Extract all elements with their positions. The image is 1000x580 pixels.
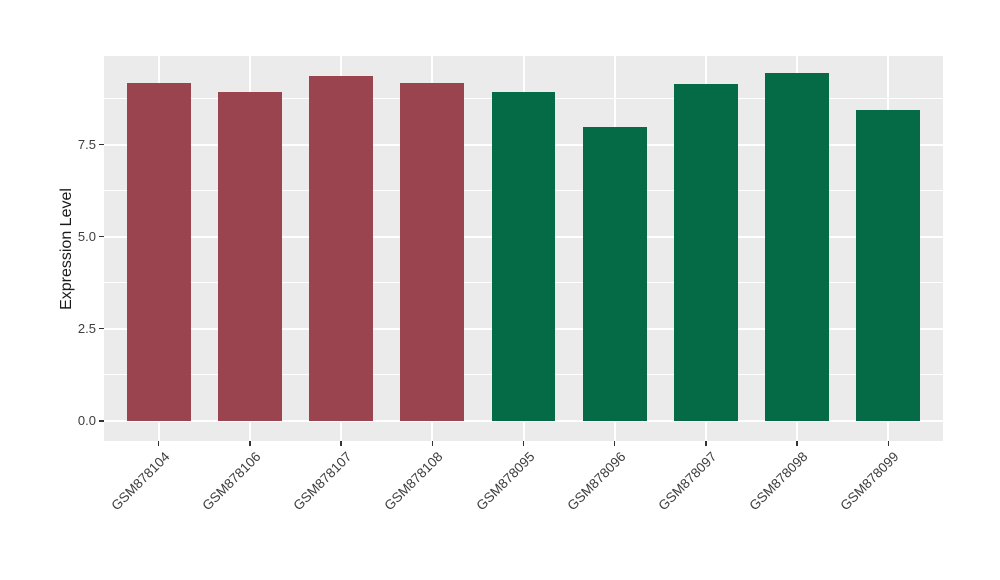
y-tick-mark <box>99 420 104 422</box>
x-tick-label: GSM878098 <box>746 449 811 514</box>
plot-panel <box>104 56 943 441</box>
x-tick-mark <box>249 441 251 446</box>
bar <box>491 92 556 421</box>
y-tick-label: 2.5 <box>77 321 96 337</box>
x-tick-mark <box>613 441 616 446</box>
bar <box>765 73 829 421</box>
x-tick-mark <box>157 441 160 446</box>
y-tick-mark <box>99 235 104 238</box>
x-tick-mark <box>887 441 890 446</box>
x-tick-mark <box>796 441 798 446</box>
x-tick-label: GSM878107 <box>290 449 355 514</box>
bar <box>309 76 374 421</box>
x-tick-mark <box>340 441 342 446</box>
x-tick-label: GSM878097 <box>655 449 720 514</box>
bar <box>217 92 282 421</box>
x-tick-label: GSM878106 <box>199 449 264 514</box>
y-tick-label: 5.0 <box>77 229 96 245</box>
bar <box>673 83 738 421</box>
bar <box>400 83 465 421</box>
y-tick-label: 7.5 <box>77 137 96 153</box>
y-tick-mark <box>99 143 104 146</box>
x-tick-label: GSM878095 <box>472 449 538 514</box>
x-tick-label: GSM878108 <box>381 449 446 514</box>
y-tick-label: 0.0 <box>77 413 96 429</box>
x-tick-mark <box>431 441 434 446</box>
x-tick-label: GSM878104 <box>108 449 173 514</box>
x-tick-mark <box>522 441 525 446</box>
x-tick-label: GSM878099 <box>837 449 902 514</box>
x-tick-mark <box>705 441 707 446</box>
bar <box>126 83 191 421</box>
x-tick-label: GSM878096 <box>564 449 629 514</box>
y-axis-title: Expression Level <box>58 187 75 310</box>
y-tick-mark <box>99 327 104 330</box>
bar <box>582 127 647 421</box>
bar <box>856 110 921 421</box>
